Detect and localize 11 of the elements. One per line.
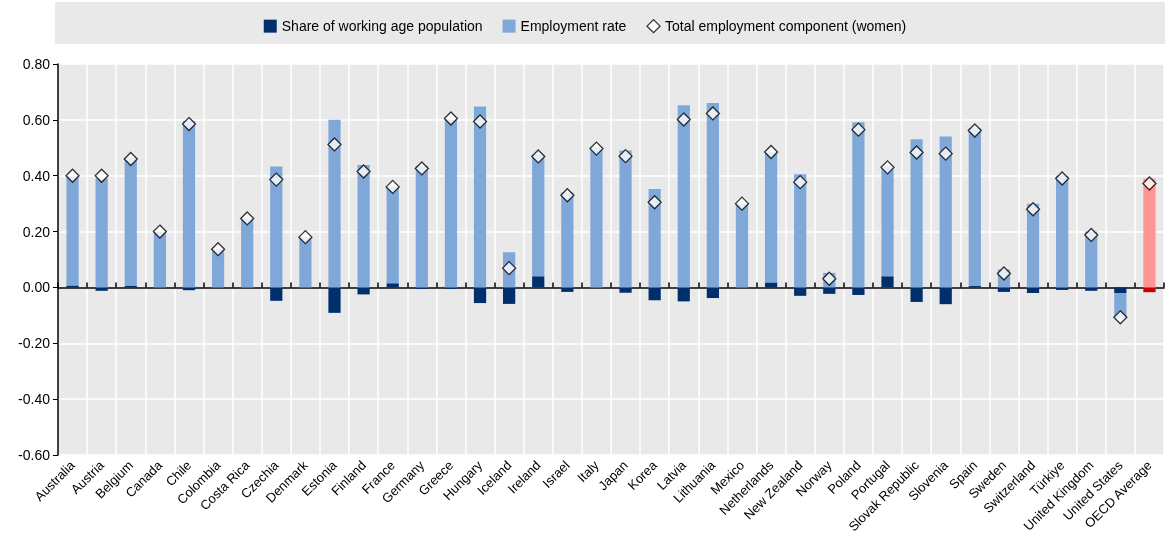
legend-label: Employment rate: [520, 18, 627, 35]
y-tick-label: 0.20: [22, 223, 51, 240]
legend-label: Share of working age population: [281, 18, 483, 35]
y-tick-label: -0.40: [18, 391, 51, 408]
y-tick-label: 0.60: [22, 111, 51, 128]
y-tick-label: 0.00: [22, 279, 51, 296]
legend-label: Total employment component (women): [665, 18, 907, 35]
y-tick-label: -0.20: [18, 335, 51, 352]
y-tick-label: 0.80: [22, 56, 51, 72]
y-tick-label: 0.40: [22, 167, 51, 184]
y-tick-label: -0.60: [18, 447, 51, 463]
